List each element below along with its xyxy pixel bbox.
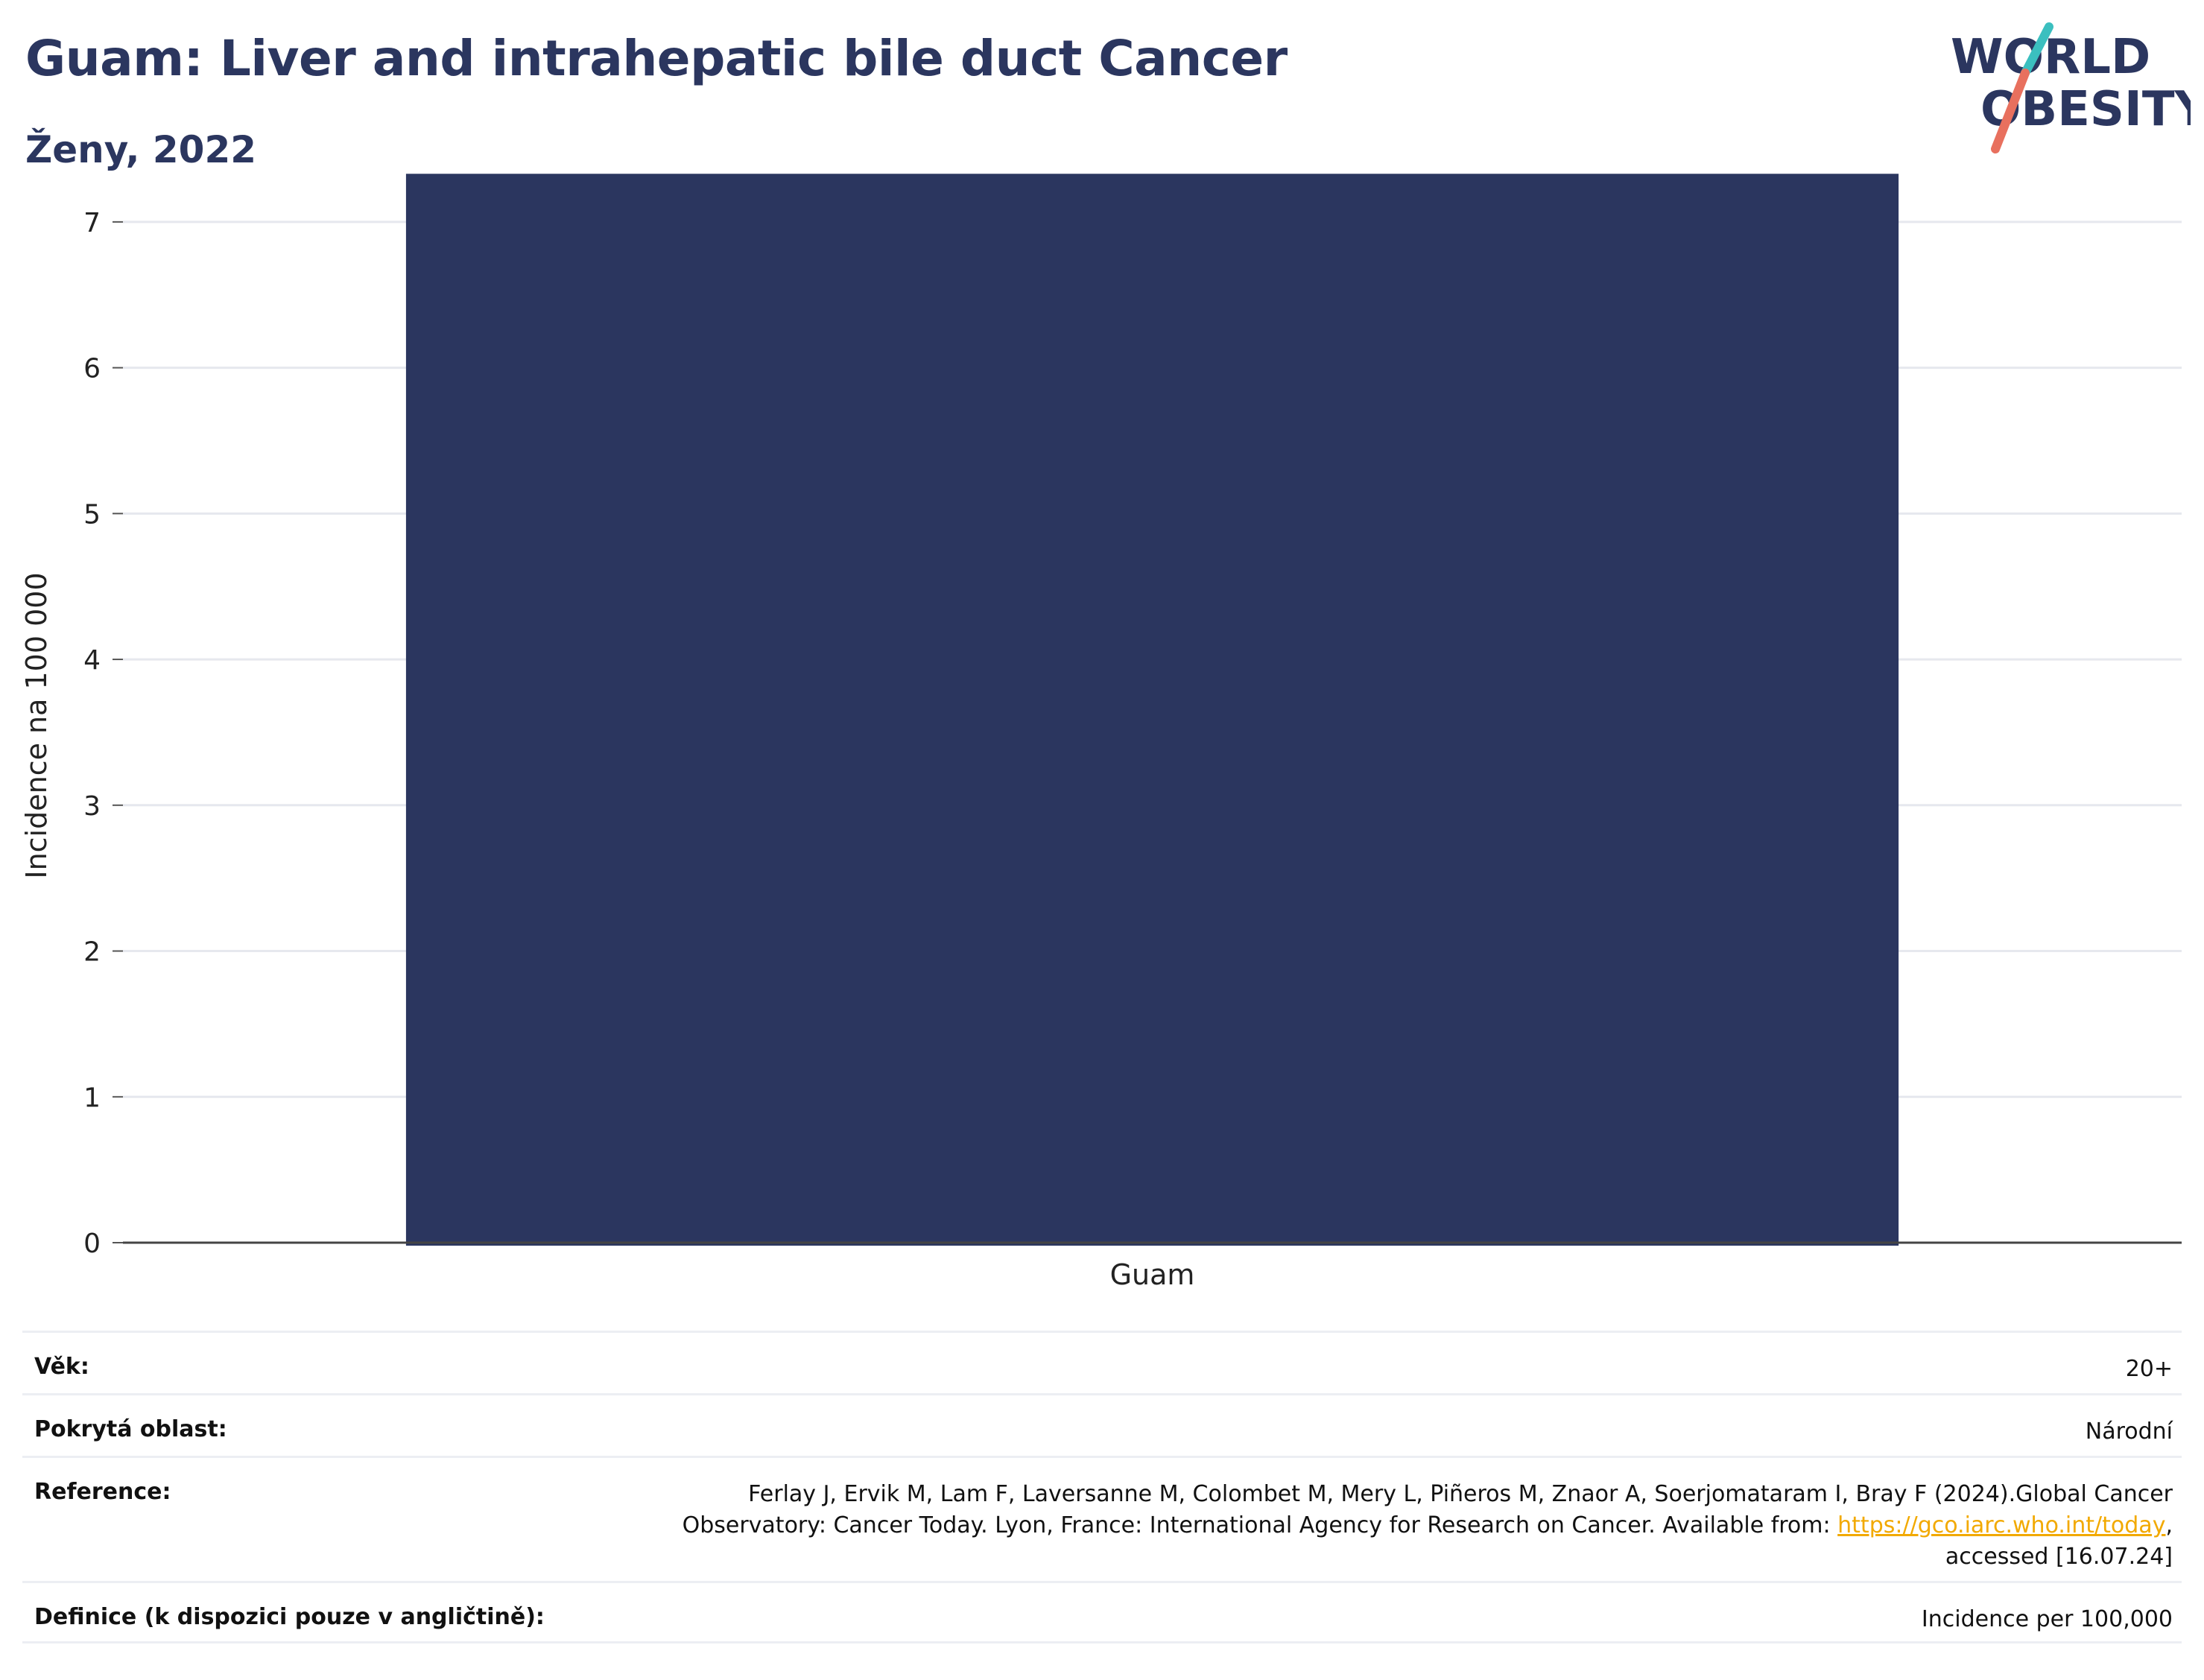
y-tick-label: 2 xyxy=(83,937,101,968)
meta-definition-value: Incidence per 100,000 xyxy=(1921,1606,2173,1632)
y-tick-label: 7 xyxy=(83,208,101,238)
logo-text-world: WORLD xyxy=(1951,30,2150,85)
chart-title: Guam: Liver and intrahepatic bile duct C… xyxy=(25,30,1288,87)
bars xyxy=(405,174,1899,1246)
x-tick-label: Guam xyxy=(1110,1258,1195,1291)
meta-definition-label: Definice (k dispozici pouze v angličtině… xyxy=(34,1604,545,1630)
meta-area-value: Národní xyxy=(2085,1419,2173,1445)
reference-line-1: Ferlay J, Ervik M, Lam F, Laversanne M, … xyxy=(748,1481,2173,1507)
meta-row-definition: Definice (k dispozici pouze v angličtině… xyxy=(22,1581,2182,1643)
meta-age-label: Věk: xyxy=(34,1354,89,1380)
reference-line-3: accessed [16.07.24] xyxy=(1945,1544,2173,1570)
bar-guam xyxy=(405,174,1899,1246)
meta-row-reference: Reference: Ferlay J, Ervik M, Lam F, Lav… xyxy=(22,1456,2182,1581)
reference-line-2: Observatory: Cancer Today. Lyon, France:… xyxy=(683,1510,2173,1541)
meta-reference-value: Ferlay J, Ervik M, Lam F, Laversanne M, … xyxy=(683,1479,2173,1573)
y-tick-label: 5 xyxy=(83,499,101,530)
logo-slash-red xyxy=(1991,69,2030,153)
y-tick-label: 3 xyxy=(83,791,101,822)
y-tick-label: 4 xyxy=(83,645,101,676)
y-tick-label: 0 xyxy=(83,1229,101,1259)
logo-slash-teal xyxy=(2021,22,2053,77)
meta-area-label: Pokrytá oblast: xyxy=(34,1416,227,1442)
meta-age-value: 20+ xyxy=(2125,1356,2173,1382)
y-tick-label: 6 xyxy=(83,354,101,384)
world-obesity-logo: WORLD OBESITY xyxy=(1951,22,2191,153)
metadata-table: Věk: 20+ Pokrytá oblast: Národní Referen… xyxy=(22,1331,2182,1643)
meta-row-area: Pokrytá oblast: Národní xyxy=(22,1393,2182,1456)
y-axis-label: Incidence na 100 000 xyxy=(20,572,53,878)
meta-reference-label: Reference: xyxy=(34,1479,171,1505)
axes: 0 1 2 3 4 5 6 7 Guam xyxy=(83,208,2182,1291)
reference-link[interactable]: https://gco.iarc.who.int/today xyxy=(1837,1512,2166,1538)
reference-line-2-comma: , xyxy=(2165,1512,2173,1538)
chart-subtitle: Ženy, 2022 xyxy=(25,128,257,171)
meta-row-age: Věk: 20+ xyxy=(22,1331,2182,1393)
y-tick-label: 1 xyxy=(83,1083,101,1113)
bar-chart: 0 1 2 3 4 5 6 7 Guam Incidence na 100 000 xyxy=(20,174,2182,1291)
reference-line-2-text: Observatory: Cancer Today. Lyon, France:… xyxy=(682,1512,1838,1538)
